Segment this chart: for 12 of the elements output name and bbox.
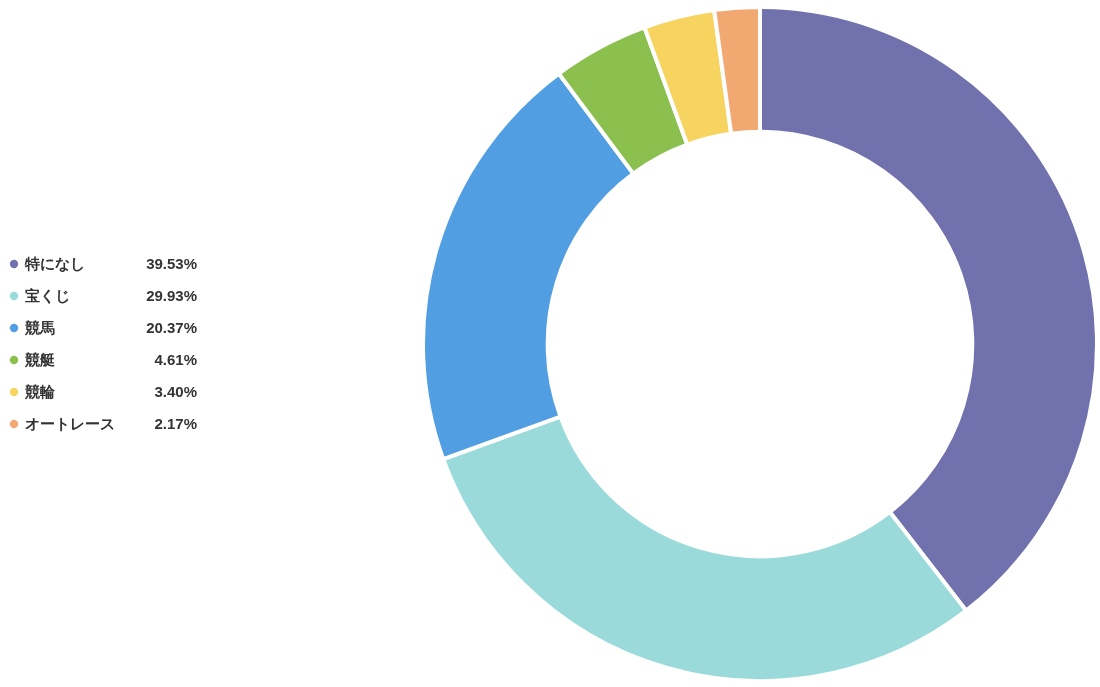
legend-label: 宝くじ <box>25 287 70 304</box>
legend-label: 競馬 <box>24 319 55 336</box>
data-label: 3.40% <box>154 383 197 400</box>
data-label: 2.17% <box>154 415 197 432</box>
legend-label: 競艇 <box>24 351 55 368</box>
data-label: 4.61% <box>154 351 197 368</box>
legend-label: 特になし <box>24 255 85 272</box>
legend-label: オートレース <box>25 415 115 432</box>
data-label: 20.37% <box>146 319 197 336</box>
data-label: 29.93% <box>146 287 197 304</box>
legend-label: 競輪 <box>24 383 56 400</box>
data-label: 39.53% <box>146 255 197 272</box>
